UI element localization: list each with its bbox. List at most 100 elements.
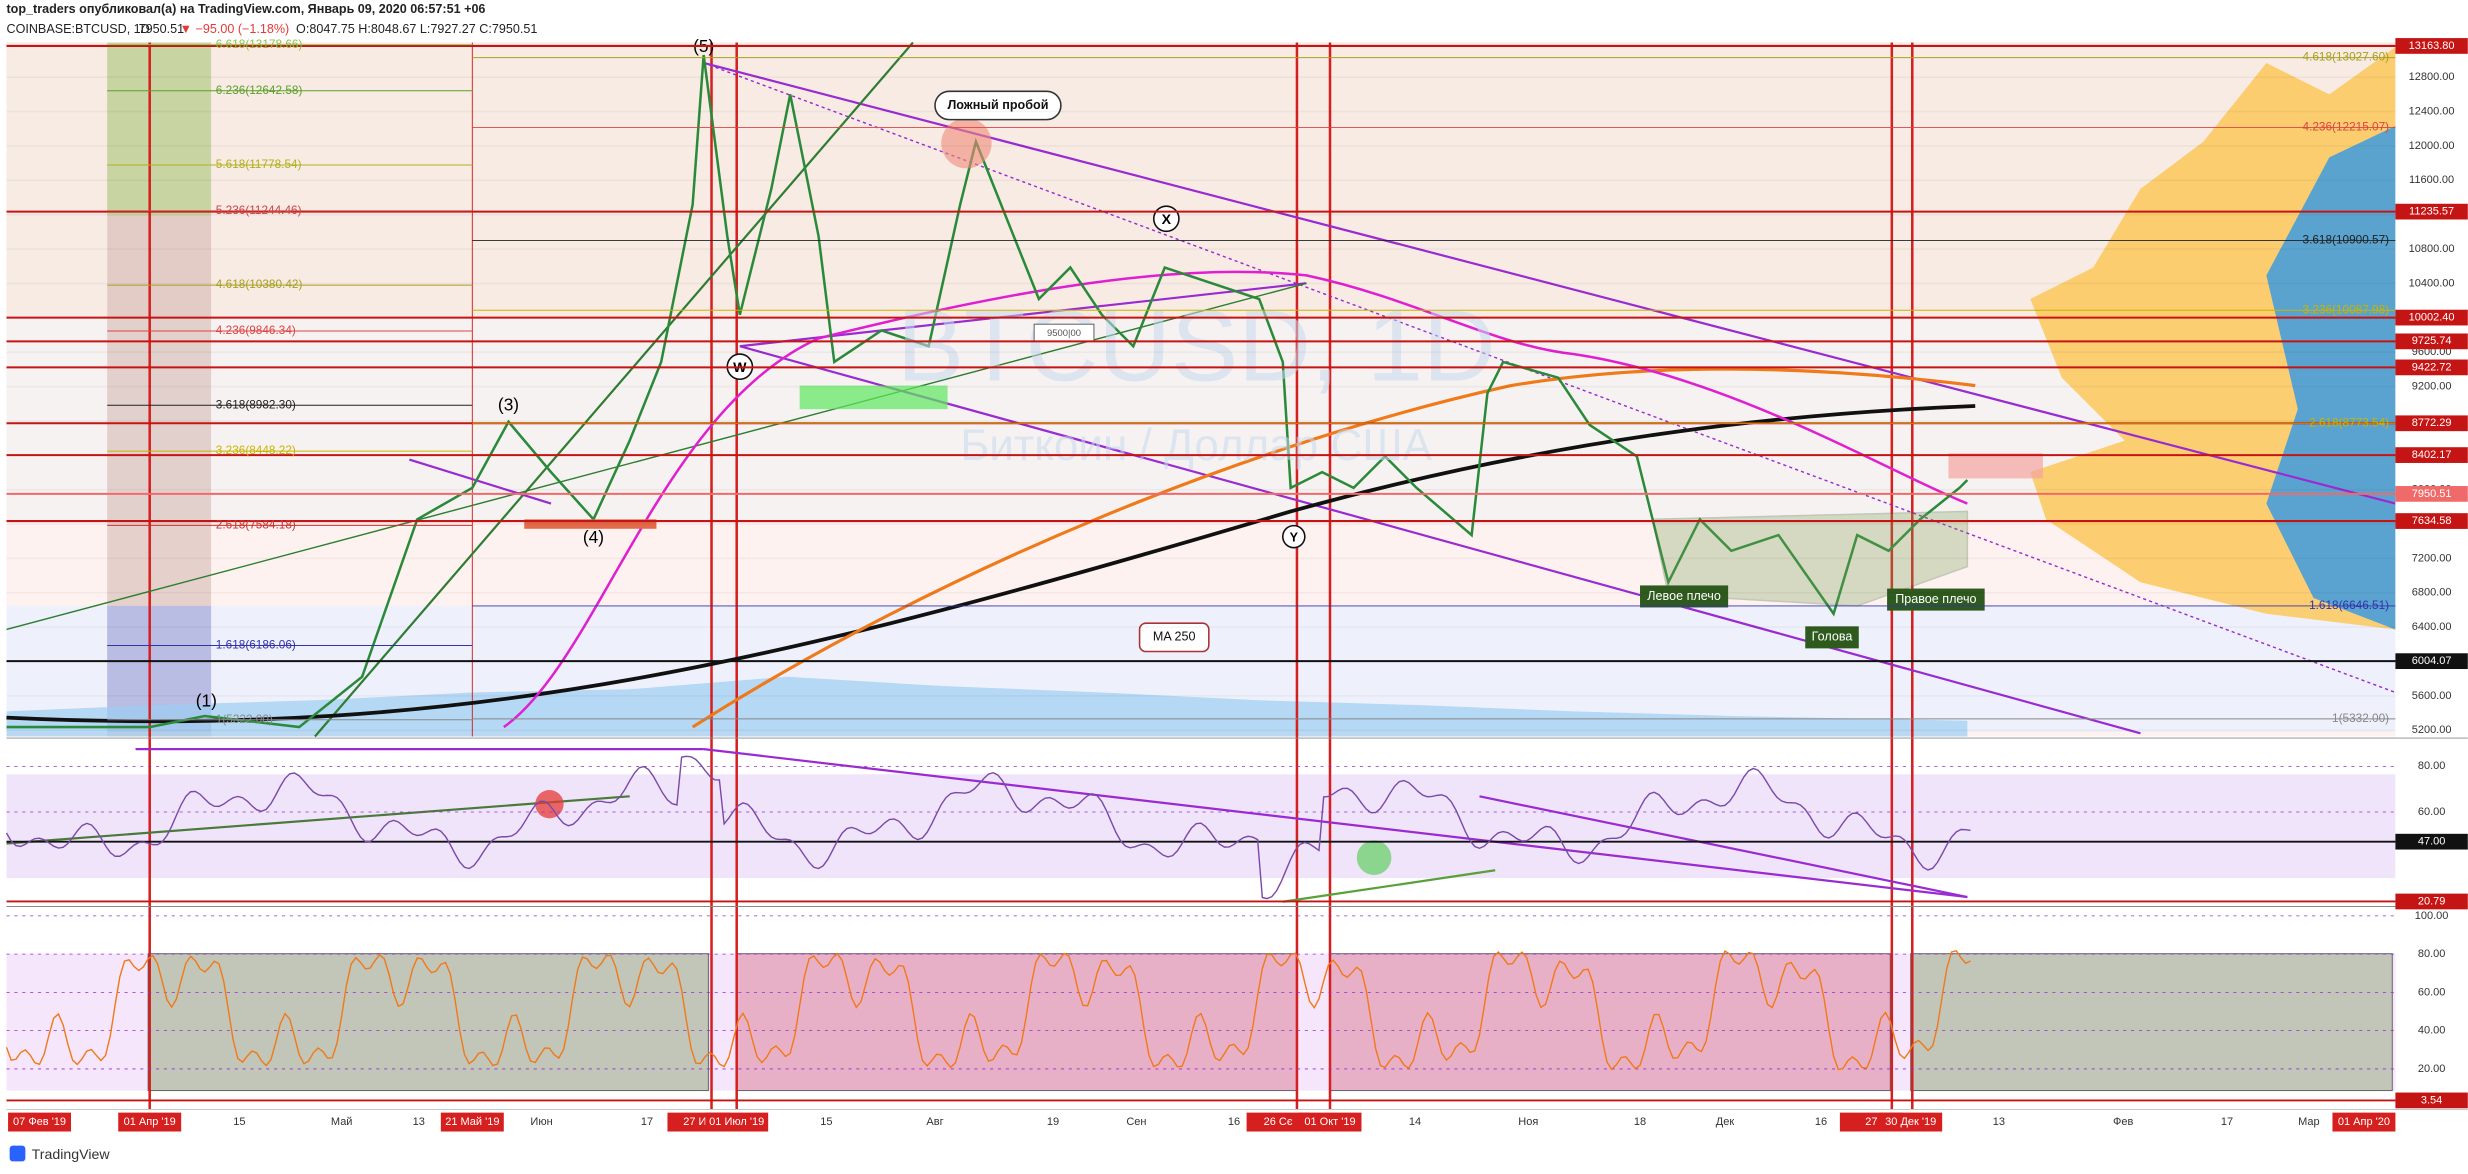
level-box	[2395, 1092, 2468, 1109]
rsi-trend	[1479, 795, 1968, 899]
x-tick-label: 14	[1409, 1116, 1421, 1128]
y-tick-label: 12400.00	[2409, 105, 2455, 117]
callout-text: Ложный пробой	[947, 98, 1048, 112]
x-tick-label: 13	[413, 1116, 425, 1128]
time-axis	[0, 1109, 2468, 1135]
x-tick-label: Сен	[1126, 1116, 1146, 1128]
level-box	[2395, 486, 2468, 502]
fib-label: 2.618(7584.18)	[216, 517, 296, 531]
rsi-trend	[6, 795, 630, 845]
fib-bar	[107, 42, 212, 216]
x-tick-label: 18	[1634, 1116, 1646, 1128]
logo	[9, 1145, 26, 1162]
ohlc: O:8047.75 H:8048.67 L:7927.27 C:7950.51	[296, 22, 537, 36]
fib-label: 1(5332.00)	[2332, 711, 2389, 725]
x-tick-label: 27	[1865, 1116, 1877, 1128]
callout-text: MA 250	[1153, 630, 1196, 644]
wave-circle	[1281, 524, 1306, 549]
volume-profile	[2266, 125, 2396, 630]
y-tick-label: 12800.00	[2409, 71, 2455, 83]
footer-brand: TradingView	[32, 1147, 111, 1163]
fib-label: 4.236(12215.07)	[2303, 120, 2390, 134]
wave-label: (3)	[498, 395, 519, 415]
x-tick-label: 26 Сє	[1264, 1116, 1293, 1128]
level-label: 9725.74	[2412, 335, 2452, 347]
watermark-title: BTCUSD, 1D	[897, 291, 1496, 403]
x-tick-label: Мар	[2298, 1116, 2320, 1128]
date-box	[1246, 1112, 1310, 1132]
x-tick-label: Ноя	[1518, 1116, 1538, 1128]
label-box	[1640, 585, 1729, 608]
y-tick-label: 60.00	[2418, 986, 2446, 998]
x-tick-label: 07 Фев '19	[13, 1116, 66, 1128]
level-box	[2395, 833, 2468, 850]
date-box	[1879, 1112, 1943, 1132]
x-tick-label: 19	[1047, 1116, 1059, 1128]
y-tick-label: 6400.00	[2412, 621, 2452, 633]
date-box	[705, 1112, 769, 1132]
fib-label: 3.618(8982.30)	[216, 397, 296, 411]
zone-box	[799, 385, 948, 410]
level-box	[2395, 359, 2468, 376]
fib-label: 2.618(8773.54)	[2309, 415, 2389, 429]
level-box	[2395, 653, 2468, 670]
x-tick-label: 01 Окт '19	[1304, 1116, 1355, 1128]
fib-label: 3.236(10087.98)	[2303, 302, 2390, 316]
wave-label: X	[1162, 212, 1172, 228]
trend-line	[703, 62, 2396, 694]
rsi-trend	[703, 747, 1968, 899]
date-box	[440, 1112, 504, 1132]
x-tick-label: Фев	[2113, 1116, 2133, 1128]
fib-label: 1.618(6646.51)	[2309, 598, 2389, 612]
chart-area: BTCUSD, 1D Биткоин / Доллар США Ложный п…	[0, 36, 2468, 1163]
wave-label: Y	[1290, 531, 1299, 545]
level-box	[2395, 309, 2468, 326]
level-box	[2395, 447, 2468, 463]
ma-200	[691, 367, 1976, 729]
fib-label: 1.618(6186.06)	[216, 638, 296, 652]
x-tick-label: Май	[331, 1116, 353, 1128]
x-tick-label: 17	[641, 1116, 653, 1128]
x-tick-label: 13	[1993, 1116, 2005, 1128]
level-label: 20.79	[2418, 895, 2446, 907]
stoch-zone	[1910, 953, 2393, 1092]
fib-label: 6.236(12642.58)	[216, 83, 303, 97]
y-tick-label: 10800.00	[2409, 243, 2455, 255]
last-price: 7950.51	[139, 22, 184, 36]
date-box	[2332, 1112, 2396, 1132]
level-label: 7634.58	[2412, 515, 2452, 527]
y-tick-label: 80.00	[2418, 948, 2446, 960]
y-tick-label: 60.00	[2418, 806, 2446, 818]
watermark-subtitle: Биткоин / Доллар США	[960, 421, 1432, 470]
y-tick-label: 100.00	[2415, 910, 2449, 922]
wave-label: (1)	[196, 690, 217, 710]
x-tick-label: 27 Ию	[683, 1116, 714, 1128]
x-tick-label: 01 Апр '19	[124, 1116, 176, 1128]
price-axis	[2395, 42, 2468, 1110]
y-tick-label: 5600.00	[2412, 690, 2452, 702]
note: 9500|00	[1047, 328, 1081, 339]
date-box	[118, 1112, 182, 1132]
level-label: 3.54	[2421, 1094, 2442, 1106]
fib-label: 3.618(10900.57)	[2303, 233, 2390, 247]
y-tick-label: 10400.00	[2409, 277, 2455, 289]
x-tick-label: 01 Апр '20	[2338, 1116, 2390, 1128]
stoch-line	[5, 949, 1971, 1071]
stoch-zone	[1329, 953, 1891, 1092]
change: ▼ −95.00 (−1.18%)	[180, 22, 290, 36]
zone-box	[524, 519, 657, 529]
fib-label: 1(5322.00)	[216, 712, 273, 726]
fib-label: 5.618(11778.54)	[216, 157, 302, 171]
y-tick-label: 9200.00	[2412, 380, 2452, 392]
level-box	[2395, 893, 2468, 910]
fib-label: 6.618(13178.66)	[216, 37, 303, 51]
level-label: 8772.29	[2412, 417, 2452, 429]
stoch-zone	[147, 953, 709, 1092]
x-tick-label: Авг	[926, 1116, 943, 1128]
price-candles	[6, 54, 1969, 729]
vertical-lines	[148, 42, 1914, 1110]
y-tick-label: 6800.00	[2412, 587, 2452, 599]
pattern-label: Голова	[1812, 630, 1853, 644]
level-label: 13163.80	[2409, 40, 2455, 52]
